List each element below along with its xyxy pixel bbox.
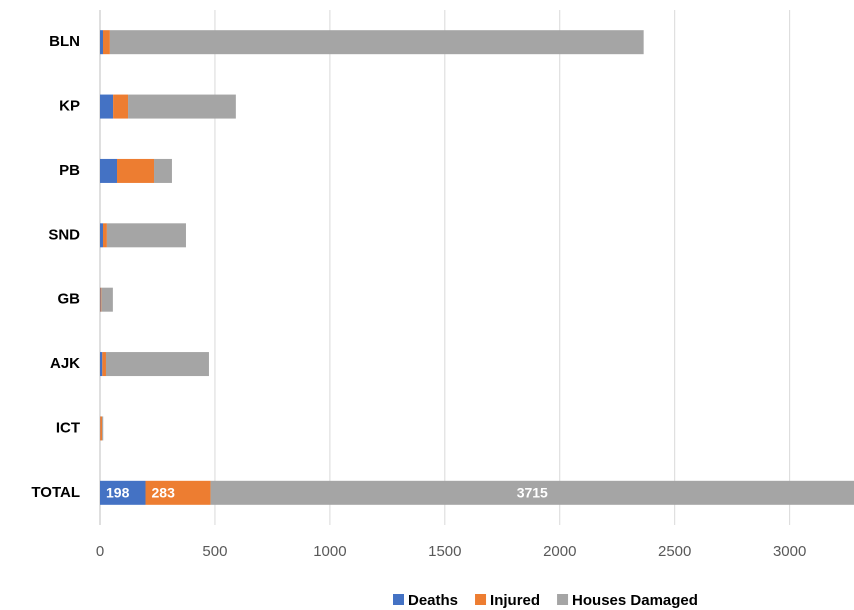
y-tick-label: BLN bbox=[49, 33, 80, 50]
bar-segment bbox=[101, 287, 113, 312]
bar-segment bbox=[100, 30, 103, 55]
legend-swatch bbox=[393, 594, 404, 605]
bar-segment bbox=[128, 94, 236, 119]
bar-segment bbox=[100, 480, 146, 505]
legend-label: Deaths bbox=[408, 592, 458, 609]
x-tick-label: 1000 bbox=[313, 543, 346, 560]
legend-label: Houses Damaged bbox=[572, 592, 698, 609]
x-tick-label: 2000 bbox=[543, 543, 576, 560]
bar-segment bbox=[102, 223, 107, 248]
bar-segment bbox=[100, 352, 103, 377]
x-tick-label: 2500 bbox=[658, 543, 691, 560]
x-tick-label: 1500 bbox=[428, 543, 461, 560]
y-tick-label: KP bbox=[59, 98, 80, 115]
legend-swatch bbox=[475, 594, 487, 605]
x-tick-label: 3000 bbox=[773, 543, 806, 560]
data-label: 198 bbox=[106, 485, 130, 501]
bar-segment bbox=[154, 158, 172, 183]
bar-segment bbox=[106, 223, 186, 248]
bar-segment bbox=[117, 158, 155, 183]
y-tick-label: GB bbox=[58, 291, 81, 308]
bar-segment bbox=[100, 158, 118, 183]
bar-segment bbox=[105, 352, 209, 377]
bar-segment bbox=[113, 94, 129, 119]
x-tick-label: 0 bbox=[96, 543, 104, 560]
bar-segment bbox=[100, 223, 103, 248]
bar-segment bbox=[210, 480, 854, 505]
y-tick-label: AJK bbox=[50, 355, 80, 372]
bar-segment bbox=[102, 416, 104, 441]
bar-segment bbox=[109, 30, 644, 55]
bar-segment bbox=[100, 416, 103, 441]
bar-segment bbox=[102, 30, 110, 55]
data-label: 3715 bbox=[517, 485, 548, 501]
y-tick-label: ICT bbox=[56, 419, 80, 436]
bar-segment bbox=[145, 480, 211, 505]
bar-segment bbox=[100, 94, 114, 119]
data-label: 283 bbox=[152, 485, 176, 501]
legend-label: Injured bbox=[490, 592, 540, 609]
y-tick-label: SND bbox=[48, 226, 80, 243]
legend-swatch bbox=[557, 594, 569, 605]
y-tick-label: PB bbox=[59, 162, 80, 179]
bar-segment bbox=[102, 352, 106, 377]
x-tick-label: 500 bbox=[202, 543, 227, 560]
y-tick-label: TOTAL bbox=[31, 484, 80, 501]
bar-segment bbox=[100, 287, 102, 312]
